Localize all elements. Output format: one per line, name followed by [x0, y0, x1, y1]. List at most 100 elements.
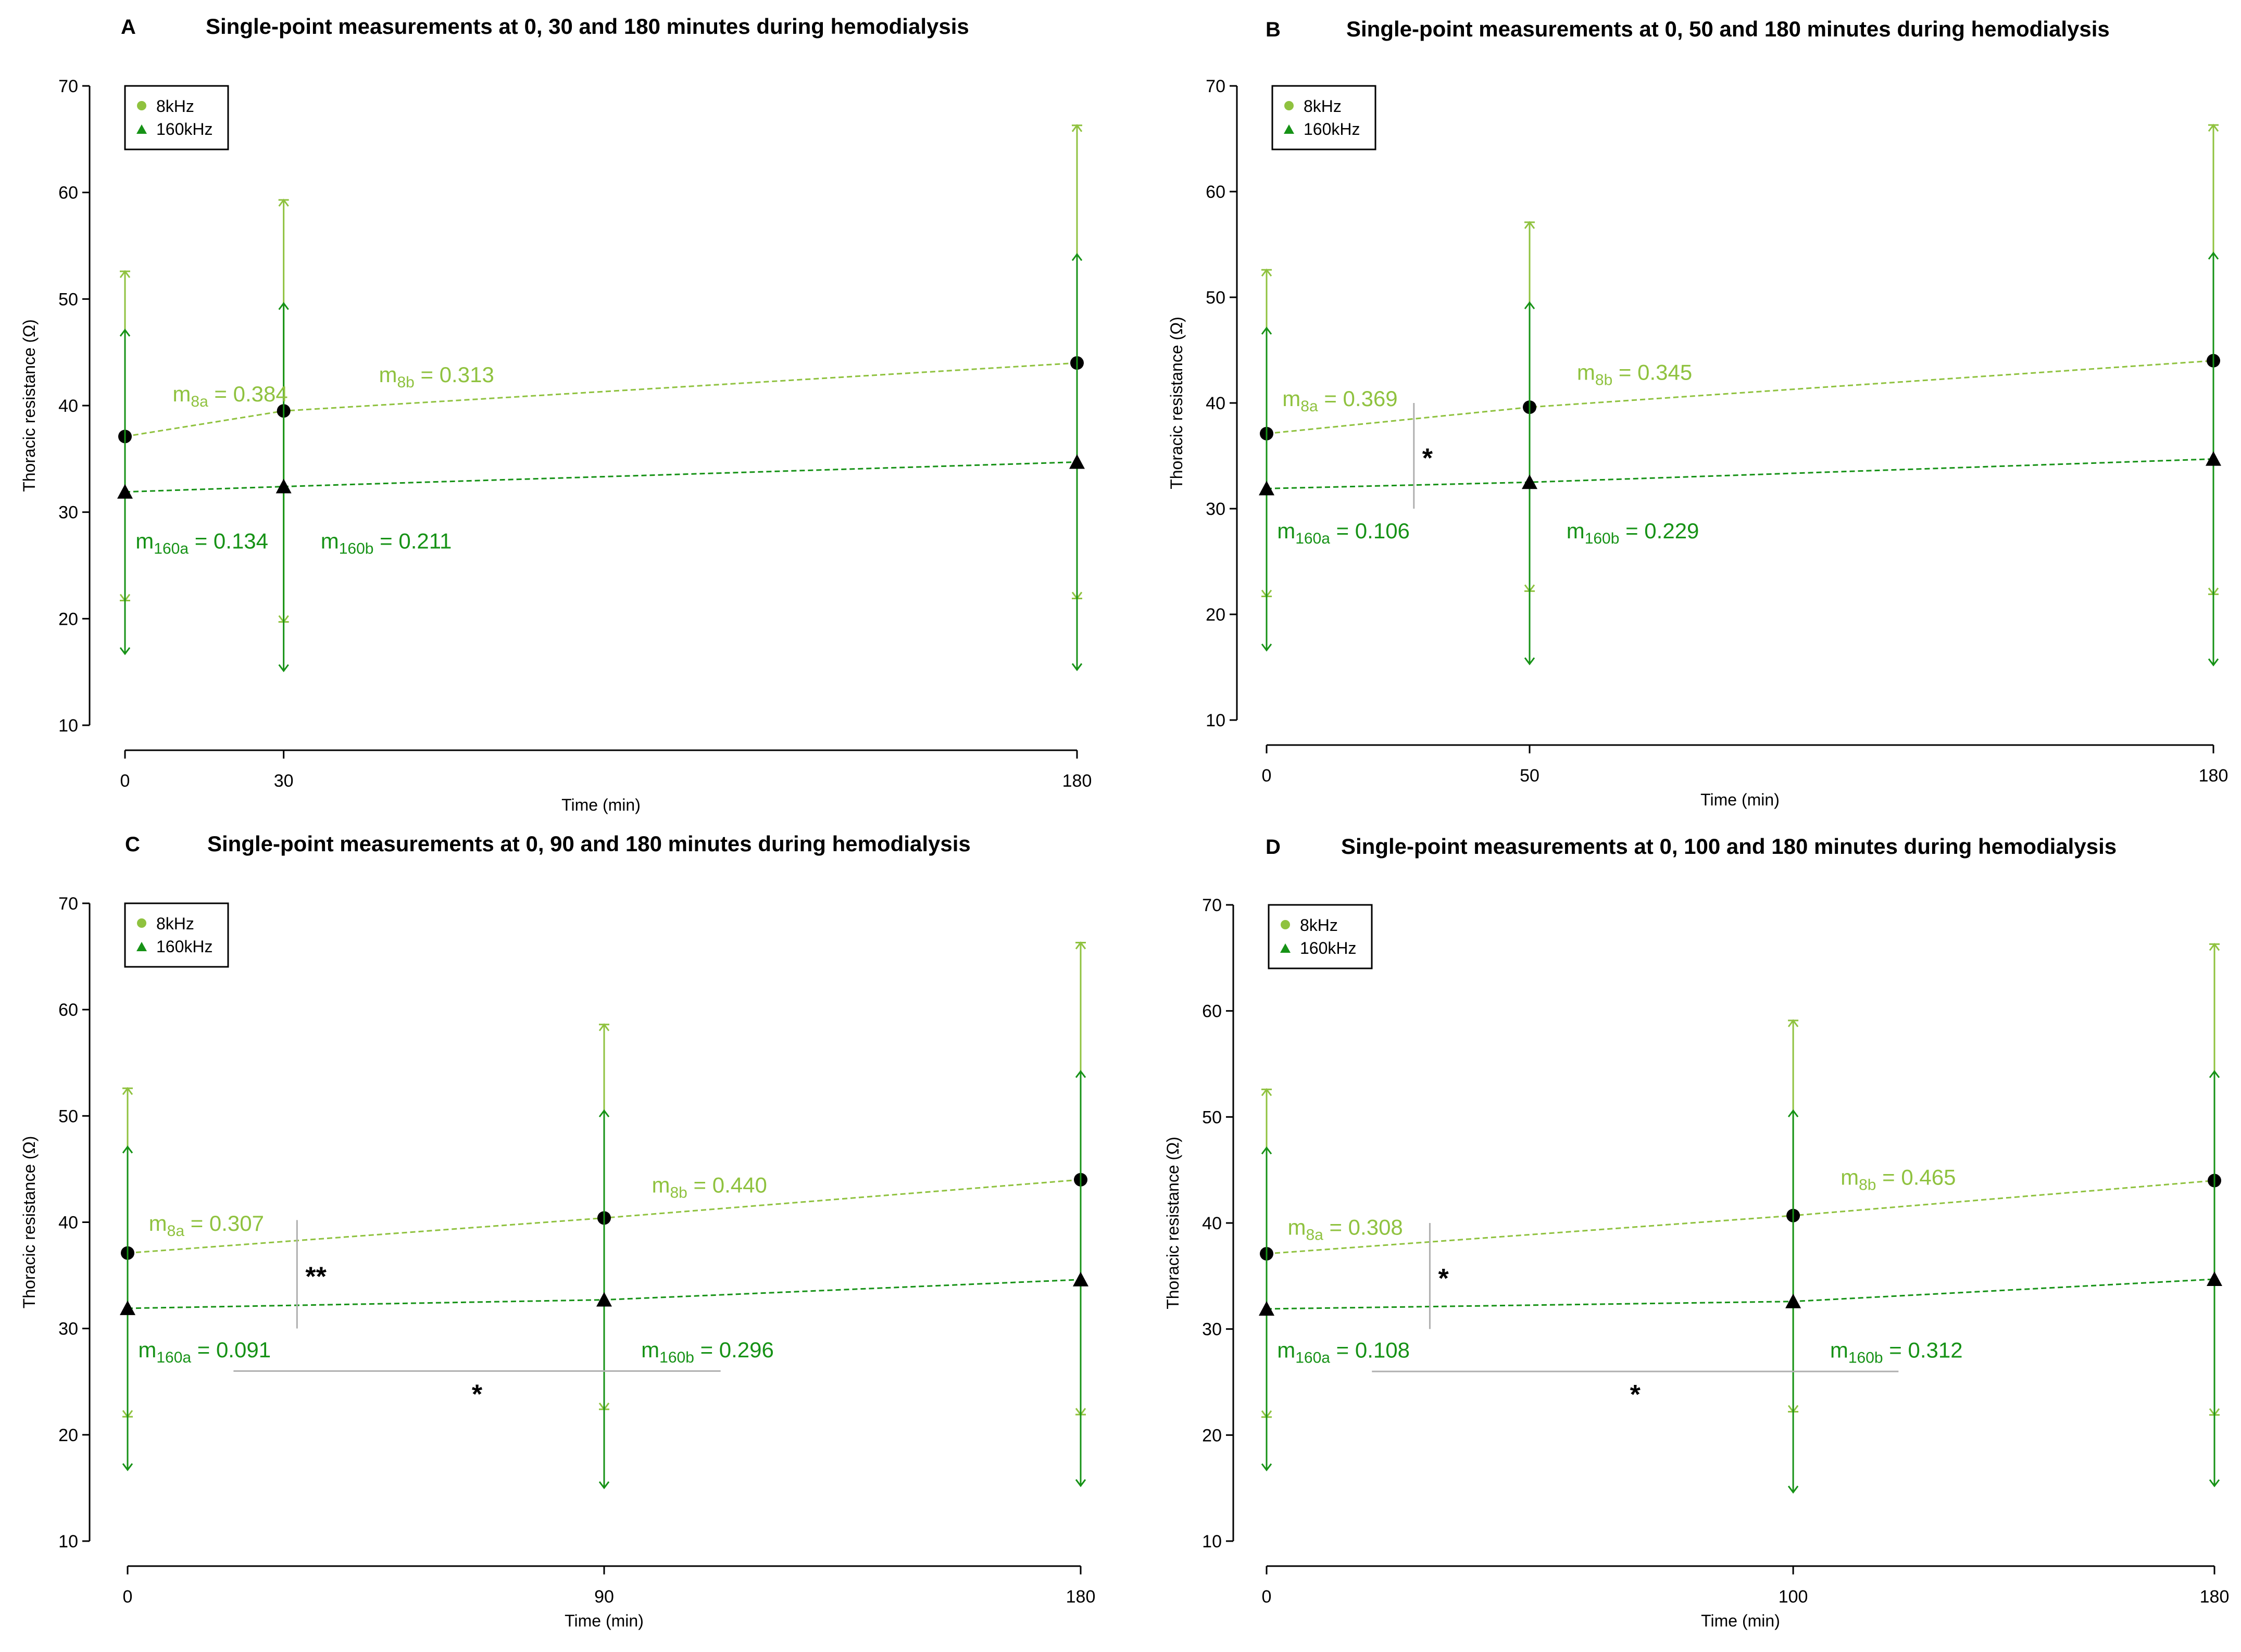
legend-marker-160khz	[136, 942, 147, 951]
panel-letter: B	[1266, 18, 1281, 41]
error-cap-bottom	[1787, 1485, 1799, 1494]
error-cap-top	[1071, 253, 1083, 261]
error-cap-bottom	[2209, 1479, 2220, 1487]
x-axis-label: Time (min)	[565, 1611, 644, 1630]
legend-marker-160khz	[136, 124, 147, 134]
error-cap-top	[278, 302, 289, 310]
y-tick-label: 20	[1202, 1426, 1222, 1445]
legend: 8kHz 160kHz	[124, 902, 229, 968]
error-cap-top	[1787, 1109, 1799, 1118]
legend-box	[124, 902, 229, 968]
slope-annotation: m160a = 0.134	[135, 528, 268, 557]
x-axis-label: Time (min)	[1701, 1611, 1780, 1630]
series-line	[1266, 458, 2214, 489]
y-axis-label: Thoracic resistance (Ω)	[20, 1136, 39, 1309]
y-tick-label: 40	[58, 1213, 78, 1233]
y-tick-label: 50	[1206, 288, 1225, 308]
significance-marker: *	[1429, 1223, 1449, 1329]
panel-c: C Single-point measurements at 0, 90 and …	[20, 831, 1095, 1630]
y-tick-label: 30	[1202, 1320, 1222, 1340]
error-cap-bottom	[1524, 657, 1535, 665]
x-tick-label: 0	[123, 1587, 133, 1607]
series-line	[1266, 1278, 2215, 1310]
significance-label: **	[305, 1262, 327, 1292]
slope-annotation: m160b = 0.211	[321, 528, 452, 557]
chart-title: Single-point measurements at 0, 50 and 1…	[1346, 17, 2110, 41]
legend-label: 8kHz	[156, 97, 194, 116]
legend-marker-160khz	[1280, 943, 1291, 953]
data-point	[120, 1300, 135, 1315]
significance-marker: *	[233, 1370, 721, 1409]
x-axis-label: Time (min)	[1700, 790, 1780, 809]
data-point	[1073, 1271, 1088, 1287]
error-cap-top	[2209, 1070, 2220, 1078]
slope-annotation: m8b = 0.440	[652, 1172, 767, 1201]
series-160kHz	[117, 253, 1085, 673]
error-cap-top	[598, 1109, 610, 1118]
slope-annotation: m160b = 0.312	[1830, 1338, 1963, 1367]
significance-label: *	[1422, 444, 1433, 474]
y-tick-label: 10	[58, 1532, 78, 1552]
legend-marker-8khz	[1281, 920, 1290, 929]
series-line	[1266, 1180, 2215, 1255]
panel-d: D Single-point measurements at 0, 100 and…	[1163, 834, 2229, 1630]
error-cap-top	[1075, 1070, 1086, 1078]
y-tick-label: 10	[58, 716, 78, 736]
data-point	[596, 1292, 612, 1307]
y-tick-label: 60	[1206, 182, 1225, 202]
x-tick-label: 50	[1520, 766, 1539, 786]
y-tick-label: 40	[1202, 1214, 1222, 1233]
legend-label: 8kHz	[1304, 97, 1342, 116]
error-cap-top	[1261, 326, 1272, 335]
panel-letter: D	[1266, 836, 1281, 859]
legend-label: 160kHz	[1300, 939, 1357, 957]
slope-annotation: m160b = 0.229	[1567, 519, 1699, 547]
data-point	[2207, 1271, 2222, 1286]
significance-label: *	[1630, 1380, 1641, 1410]
slope-annotation: m8b = 0.465	[1841, 1165, 1956, 1194]
data-point	[1785, 1293, 1801, 1308]
y-tick-label: 30	[58, 1319, 78, 1339]
panel-a: A Single-point measurements at 0, 30 and …	[20, 14, 1092, 814]
y-tick-label: 30	[58, 503, 78, 523]
y-tick-label: 30	[1206, 499, 1225, 519]
legend: 8kHz 160kHz	[1268, 904, 1373, 969]
legend-marker-8khz	[137, 918, 146, 928]
legend-label: 8kHz	[1300, 916, 1338, 935]
legend: 8kHz 160kHz	[1271, 85, 1376, 150]
error-cap-top	[1261, 1146, 1272, 1155]
legend-marker-8khz	[1284, 101, 1294, 110]
y-axis-label: Thoracic resistance (Ω)	[1163, 1137, 1182, 1309]
error-cap-top	[122, 1145, 133, 1154]
error-cap-bottom	[2208, 658, 2219, 666]
legend: 8kHz 160kHz	[124, 85, 229, 150]
y-tick-label: 40	[1206, 394, 1225, 413]
series-line	[1266, 360, 2214, 435]
legend-marker-160khz	[1284, 124, 1294, 134]
y-tick-label: 70	[58, 894, 78, 914]
x-tick-label: 180	[2200, 1587, 2230, 1607]
x-tick-label: 0	[1262, 1587, 1272, 1607]
y-axis-label: Thoracic resistance (Ω)	[20, 319, 39, 492]
chart-title: Single-point measurements at 0, 90 and 1…	[207, 831, 971, 856]
y-tick-label: 60	[58, 1000, 78, 1020]
slope-annotation: m8a = 0.308	[1287, 1215, 1403, 1243]
error-cap-bottom	[119, 647, 131, 655]
significance-marker: **	[296, 1220, 327, 1329]
y-tick-label: 50	[58, 289, 78, 309]
legend-marker-8khz	[137, 101, 146, 110]
x-tick-label: 0	[120, 771, 130, 791]
chart-title: Single-point measurements at 0, 100 and …	[1341, 834, 2117, 859]
x-tick-label: 180	[1062, 771, 1092, 791]
y-tick-label: 50	[58, 1106, 78, 1126]
y-tick-label: 70	[1202, 896, 1222, 915]
y-tick-label: 60	[58, 183, 78, 203]
slope-annotation: m160b = 0.296	[641, 1338, 774, 1366]
significance-marker: *	[1372, 1370, 1899, 1410]
data-point	[1259, 1301, 1274, 1316]
legend-label: 8kHz	[156, 914, 194, 933]
error-cap-bottom	[122, 1463, 133, 1471]
error-cap-bottom	[598, 1481, 610, 1490]
error-cap-bottom	[1075, 1479, 1086, 1487]
